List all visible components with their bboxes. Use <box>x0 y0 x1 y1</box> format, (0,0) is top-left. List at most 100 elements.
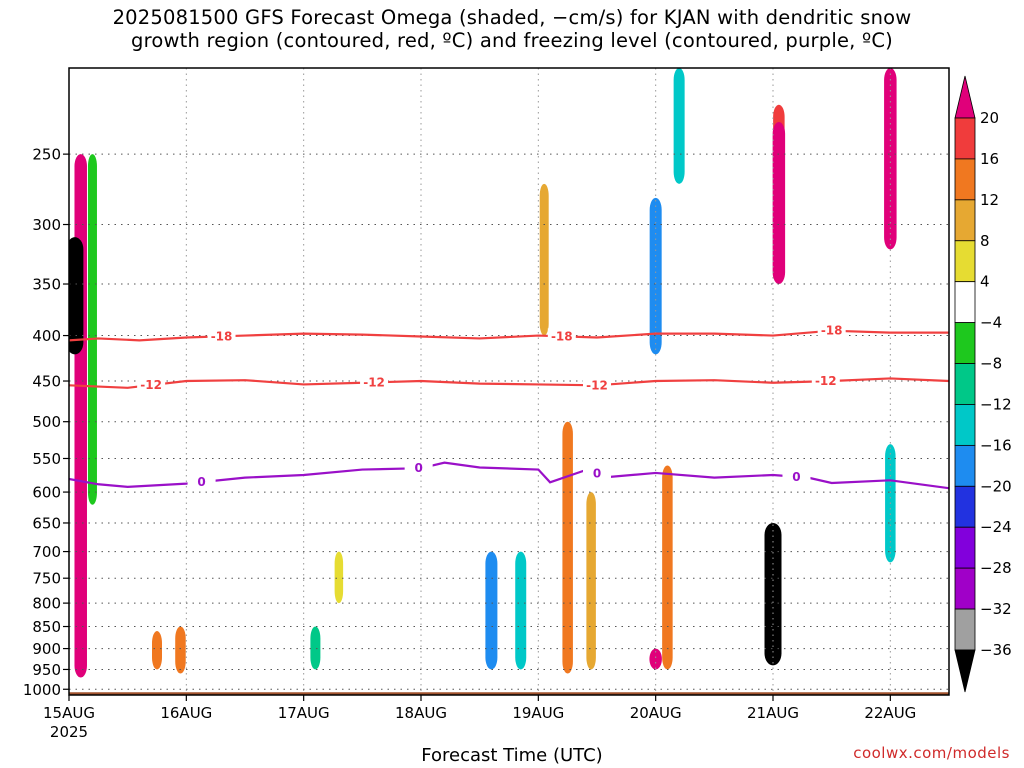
colorbar-label--20: −20 <box>980 477 1012 495</box>
contour-label-bg-0-1 <box>547 328 576 343</box>
colorbar-label-12: 12 <box>980 191 999 209</box>
omega-cell-0 <box>74 154 87 678</box>
omega-cell-15 <box>764 522 782 666</box>
omega-cell-17 <box>772 121 786 285</box>
y-tick-label-900: 900 <box>32 640 61 658</box>
x-tick-label-22AUG: 22AUG <box>864 704 916 722</box>
contour-line-1 <box>69 377 949 389</box>
colorbar-bin-4 <box>954 240 976 283</box>
contour-label-bg-1-1 <box>360 374 389 389</box>
omega-cell-11 <box>539 183 549 336</box>
colorbar-label--32: −32 <box>980 600 1012 618</box>
contour-label-bg-1-3 <box>811 373 840 388</box>
grid <box>69 68 949 695</box>
x-tick-label-17AUG: 17AUG <box>278 704 330 722</box>
contour-label-2-0: 0 <box>197 475 205 489</box>
contour-label-bg-0-0 <box>207 328 236 343</box>
y-tick-label-550: 550 <box>32 450 61 468</box>
contour-line-0 <box>69 329 949 342</box>
colorbar-bin-5 <box>954 281 976 324</box>
y-tick-label-650: 650 <box>32 514 61 532</box>
contour-label-2-2: 0 <box>593 467 601 481</box>
contour-label-bg-1-2 <box>583 377 611 392</box>
y-tick-label-400: 400 <box>32 327 61 345</box>
x-tick-year: 2025 <box>50 723 88 741</box>
contour-label-bg-1-0 <box>137 377 166 392</box>
omega-cell-8 <box>515 551 527 670</box>
x-tick-label-19AUG: 19AUG <box>512 704 564 722</box>
colorbar-label--36: −36 <box>980 641 1012 659</box>
omega-cell-12 <box>649 197 662 355</box>
y-tick-label-800: 800 <box>32 595 61 613</box>
colorbar-bin-10 <box>954 485 976 528</box>
colorbar-label--28: −28 <box>980 559 1012 577</box>
colorbar: 20 16 12 8 4 −4 −8 −12 −16 −20 −24 −28 −32 −36 <box>954 75 1012 693</box>
contour-label-0-0: -18 <box>211 329 233 343</box>
omega-cell-7 <box>485 551 498 670</box>
omega-cell-13 <box>662 465 673 670</box>
omega-cell-9 <box>562 421 573 674</box>
contour-label-1-3: -12 <box>815 374 837 388</box>
colorbar-bin-9 <box>954 444 976 487</box>
x-axis: 15AUG 16AUG 17AUG 18AUG 19AUG 20AUG 21AUG 22AUG… <box>43 695 916 741</box>
colorbar-label--4: −4 <box>980 314 1002 332</box>
x-tick-label-20AUG: 20AUG <box>630 704 682 722</box>
x-axis-label: Forecast Time (UTC) <box>421 745 603 766</box>
omega-cell-2 <box>87 154 97 505</box>
contour-label-1-0: -12 <box>140 378 162 392</box>
colorbar-bin-11 <box>954 526 976 569</box>
credit-link[interactable]: coolwx.com/models <box>853 744 1010 762</box>
y-axis: 250 300 350 400 450 500 550 600 650 700 750 800 850 9… <box>23 146 69 699</box>
colorbar-label--24: −24 <box>980 518 1012 536</box>
omega-cell-4 <box>175 626 186 674</box>
title-line-1: 2025081500 GFS Forecast Omega (shaded, −… <box>112 6 912 29</box>
colorbar-label-20: 20 <box>980 109 999 127</box>
contour-label-2-3: 0 <box>792 470 800 484</box>
y-tick-label-250: 250 <box>32 146 61 164</box>
colorbar-bin-13 <box>954 608 976 651</box>
omega-cell-18 <box>884 68 897 250</box>
contour-label-bg-2-0 <box>187 474 216 489</box>
colorbar-label--12: −12 <box>980 395 1012 413</box>
colorbar-label-4: 4 <box>980 273 990 291</box>
colorbar-label-16: 16 <box>980 150 999 168</box>
y-tick-label-300: 300 <box>32 216 61 234</box>
y-tick-label-350: 350 <box>32 276 61 294</box>
omega-cell-14 <box>649 648 662 670</box>
colorbar-top-arrow <box>954 75 976 119</box>
y-tick-label-1000: 1000 <box>23 681 61 699</box>
omega-shading <box>69 68 897 678</box>
y-tick-label-500: 500 <box>32 413 61 431</box>
omega-cell-3 <box>152 631 162 670</box>
colorbar-label-8: 8 <box>980 232 990 250</box>
x-tick-label-16AUG: 16AUG <box>160 704 212 722</box>
colorbar-bin-3 <box>954 199 976 242</box>
omega-cell-10 <box>586 492 596 670</box>
contour-label-0-1: -18 <box>551 329 573 343</box>
contour-label-0-2: -18 <box>821 324 843 338</box>
omega-cell-6 <box>334 551 344 604</box>
y-tick-label-450: 450 <box>32 373 61 391</box>
colorbar-label--8: −8 <box>980 355 1002 373</box>
contours: -18 -18 -18 -12 -12 -12 -12 0 0 0 0 <box>69 322 949 490</box>
x-tick-label-15AUG: 15AUG <box>43 704 95 722</box>
omega-cell-5 <box>310 626 321 670</box>
colorbar-bottom-arrow <box>954 649 976 693</box>
contour-label-1-2: -12 <box>586 378 608 392</box>
colorbar-label--16: −16 <box>980 436 1012 454</box>
contour-label-bg-0-2 <box>817 322 846 337</box>
ground-band <box>69 692 949 695</box>
contour-label-bg-2-3 <box>782 468 811 483</box>
y-tick-label-600: 600 <box>32 484 61 502</box>
y-tick-label-750: 750 <box>32 570 61 588</box>
y-tick-label-950: 950 <box>32 661 61 679</box>
x-tick-label-18AUG: 18AUG <box>395 704 447 722</box>
contour-label-1-1: -12 <box>363 375 385 389</box>
colorbar-bin-1 <box>954 117 976 160</box>
colorbar-bin-12 <box>954 567 976 610</box>
contour-label-bg-2-1 <box>404 460 433 475</box>
contour-label-bg-2-2 <box>583 465 611 480</box>
colorbar-bin-7 <box>954 363 976 405</box>
colorbar-bin-2 <box>954 158 976 201</box>
